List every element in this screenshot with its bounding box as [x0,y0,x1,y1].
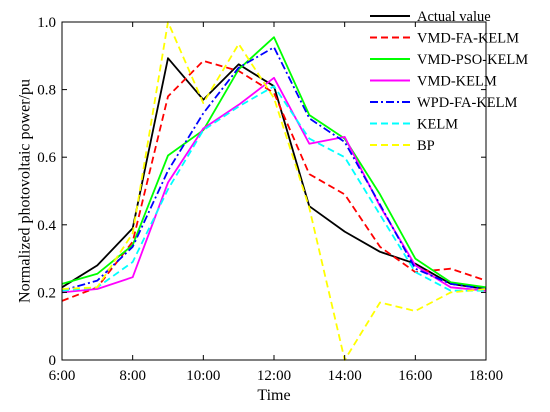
x-tick-label: 14:00 [328,368,362,384]
x-tick-label: 8:00 [119,368,146,384]
x-tick-label: 16:00 [398,368,432,384]
tick-labels: 6:00 8:00 10:00 12:00 14:00 16:00 18:00 0 0.2 0.4… [37,15,503,384]
y-tick-label: 0 [49,353,57,369]
y-tick-label: 0.8 [37,83,56,99]
series-line-6 [61,21,487,361]
x-tick-label: 6:00 [49,368,76,384]
series-line-5 [61,85,486,292]
y-tick-label: 1.0 [37,15,56,31]
y-tick-label: 0.4 [37,218,56,234]
x-tick-label: 18:00 [469,368,503,384]
legend-label-1: VMD-FA-KELM [417,31,519,47]
series-line-3 [61,76,487,294]
series-line-1 [61,60,487,302]
plot-lines [61,21,487,361]
series-line-4 [61,46,487,292]
y-tick-label: 0.6 [37,150,56,166]
legend-label-3: VMD-KELM [417,74,497,90]
legend-label-4: WPD-FA-KELM [417,95,518,111]
x-tick-label: 12:00 [257,368,291,384]
axis-ticks [61,21,487,361]
legend-label-2: VMD-PSO-KELM [417,52,528,68]
legend-label-5: KELM [417,117,458,133]
legend-label-0: Actual value [417,9,491,25]
x-tick-label: 10:00 [186,368,220,384]
y-tick-label: 0.2 [37,285,56,301]
legend: Actual value VMD-FA-KELM VMD-PSO-KELM VMD-K… [370,9,528,154]
x-axis-title: Time [257,387,290,404]
legend-label-6: BP [417,138,435,154]
y-axis-title: Normalized photovoltaic power/pu [17,79,34,303]
